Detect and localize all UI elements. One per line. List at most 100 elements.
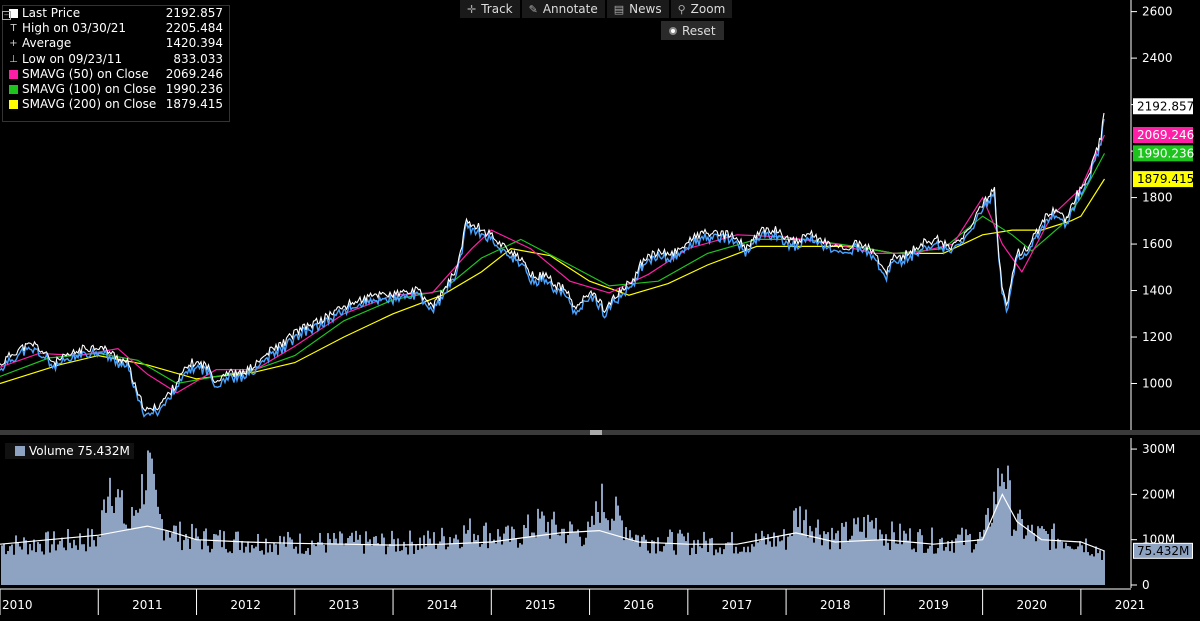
volume-bar: [515, 539, 517, 585]
annotate-button[interactable]: ✎ Annotate: [521, 0, 605, 18]
volume-bar: [417, 549, 419, 585]
volume-bar: [251, 544, 253, 585]
crosshair-icon: ✛: [467, 2, 477, 16]
average-marker-icon: +: [9, 38, 18, 50]
volume-bar: [103, 499, 105, 585]
volume-bar: [895, 543, 897, 585]
volume-bar: [563, 528, 565, 585]
volume-bar: [531, 532, 533, 585]
volume-bar: [793, 510, 795, 585]
volume-bar: [13, 554, 15, 585]
volume-bar: [349, 535, 351, 585]
volume-bar: [261, 550, 263, 585]
volume-bar: [519, 543, 521, 585]
volume-bar: [907, 540, 909, 585]
volume-bar: [741, 551, 743, 585]
volume-bar: [457, 539, 459, 585]
legend-swatch: [9, 85, 18, 95]
legend-value: 2069.246: [165, 66, 223, 81]
volume-bar: [431, 543, 433, 585]
volume-bar: [883, 545, 885, 585]
volume-bar: [1003, 481, 1005, 585]
volume-bar: [593, 524, 595, 585]
volume-bar: [781, 540, 783, 585]
legend-label: Last Price: [22, 6, 81, 20]
volume-bar: [791, 535, 793, 585]
volume-bar: [989, 526, 991, 585]
volume-bar: [47, 531, 49, 585]
volume-bar: [1079, 541, 1081, 585]
volume-bar: [597, 511, 599, 585]
volume-bar: [703, 531, 705, 585]
volume-bar: [1017, 513, 1019, 585]
x-tick-label: 2013: [329, 598, 360, 612]
volume-bar: [925, 552, 927, 585]
volume-bar: [999, 486, 1001, 585]
volume-bar: [361, 544, 363, 585]
volume-bar: [633, 541, 635, 585]
volume-bar: [833, 539, 835, 585]
volume-bar: [769, 541, 771, 585]
volume-bar: [85, 551, 87, 585]
volume-bar: [915, 552, 917, 585]
volume-bar: [887, 542, 889, 585]
reset-button[interactable]: Reset: [661, 21, 724, 40]
volume-bar: [91, 529, 93, 585]
volume-bar: [599, 522, 601, 585]
volume-bar: [681, 533, 683, 585]
volume-bar: [991, 522, 993, 585]
legend-row: SMAVG (100) on Close 1990.236: [3, 82, 229, 97]
volume-bar: [555, 524, 557, 585]
volume-bar: [137, 512, 139, 585]
legend-swatch: [9, 9, 18, 19]
volume-bar: [87, 528, 89, 585]
volume-bar: [823, 531, 825, 585]
zoom-button[interactable]: ⚲ Zoom: [670, 0, 733, 18]
volume-bar: [773, 532, 775, 585]
sma-50-line: [0, 134, 1106, 394]
volume-bar: [1099, 550, 1101, 585]
volume-bar: [1033, 533, 1035, 585]
volume-bar: [725, 543, 727, 585]
volume-bar: [1055, 548, 1057, 585]
legend-label: SMAVG (100) on Close: [22, 81, 157, 96]
volume-bar: [263, 554, 265, 585]
volume-bar: [1021, 518, 1023, 585]
volume-bar: [191, 523, 193, 585]
volume-bar: [215, 534, 217, 585]
volume-bar: [825, 534, 827, 585]
volume-bar: [97, 536, 99, 585]
volume-bar: [1085, 538, 1087, 585]
volume-bar: [835, 533, 837, 585]
volume-bar: [749, 552, 751, 585]
volume-bar: [327, 533, 329, 585]
volume-bar: [221, 547, 223, 585]
volume-legend-value: 75.432M: [77, 444, 130, 458]
volume-bar: [847, 542, 849, 585]
volume-bar: [217, 535, 219, 585]
volume-bar: [1001, 473, 1003, 585]
collapse-icon[interactable]: −: [2, 11, 11, 20]
track-button[interactable]: ✛ Track: [460, 0, 520, 18]
volume-bar: [935, 553, 937, 585]
volume-bar: [783, 529, 785, 585]
volume-bar: [941, 537, 943, 585]
volume-bar: [1037, 526, 1039, 585]
volume-bar: [929, 545, 931, 585]
volume-bar: [351, 532, 353, 585]
news-button[interactable]: ▤ News: [606, 0, 669, 18]
volume-bar: [1075, 549, 1077, 585]
volume-bar: [143, 504, 145, 585]
volume-bar: [607, 520, 609, 585]
volume-bar: [79, 533, 81, 585]
volume-bar: [539, 518, 541, 585]
volume-bar: [931, 527, 933, 585]
price-tick-label: 1000: [1142, 377, 1173, 391]
volume-bar: [443, 536, 445, 585]
volume-bar: [31, 550, 33, 585]
last-value-badge: [1133, 171, 1193, 188]
volume-bar: [639, 546, 641, 585]
volume-bar: [601, 483, 603, 585]
volume-bar: [933, 553, 935, 585]
